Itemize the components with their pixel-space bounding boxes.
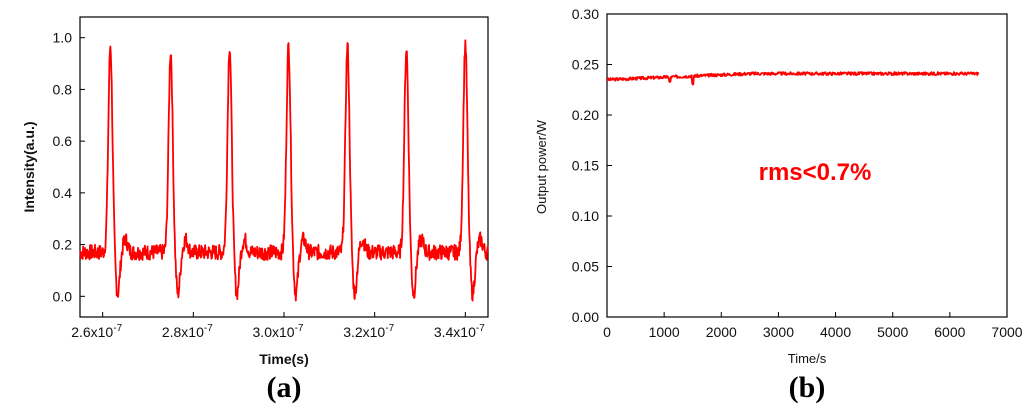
- panel-a-y-tick-label: 0.6: [53, 133, 73, 149]
- panel-b-x-tick-label: 0: [603, 324, 611, 340]
- panel-a-x-axis-title: Time(s): [259, 351, 309, 367]
- panel-a-label: (a): [267, 371, 302, 404]
- panel-a-x-axis: 2.6x10-7 2.8x10-7 3.0x10-7 3.2x10-7 3.4x10-7: [71, 312, 485, 340]
- panel-a-plot-frame: [79, 16, 489, 318]
- panel-b-y-tick-label: 0.30: [572, 6, 599, 22]
- panel-b-y-axis-title: Output power/W: [534, 119, 549, 214]
- panel-a-y-tick-label: 0.0: [53, 288, 73, 304]
- panel-b-y-tick-label: 0.20: [572, 107, 599, 123]
- panel-b-x-tick-label: 7000: [991, 324, 1022, 340]
- panel-b-rms-annotation: rms<0.7%: [759, 159, 872, 186]
- panel-b-y-tick-label: 0.10: [572, 208, 599, 224]
- panel-a-x-tick-label: 2.8x10-7: [162, 323, 213, 340]
- panel-a-y-tick-label: 0.8: [53, 81, 73, 97]
- panel-b-y-axis: 0.00 0.05 0.10 0.15 0.20 0.25 0.30: [572, 6, 612, 325]
- panel-a-y-tick-label: 0.2: [53, 237, 73, 253]
- panel-b-x-tick-label: 5000: [877, 324, 908, 340]
- panel-b-series-line: [606, 71, 980, 86]
- panel-b-y-tick-label: 0.25: [572, 57, 599, 73]
- panel-a-x-tick-label: 3.0x10-7: [253, 323, 304, 340]
- panel-b-output-power-chart: 0 1000 2000 3000 4000 5000 6000 7000 0.000.050.…: [534, 6, 1023, 404]
- panel-a-y-tick-label: 1.0: [53, 30, 73, 46]
- panel-a-x-tick-label: 3.2x10-7: [343, 323, 394, 340]
- panel-b-y-tick-label: 0.00: [572, 309, 599, 325]
- panel-b-x-tick-label: 2000: [706, 324, 737, 340]
- panel-b-x-tick-label: 3000: [763, 324, 794, 340]
- panel-a-y-axis: 0.0 0.2 0.4 0.6 0.8 1.0: [53, 30, 85, 304]
- panel-a-x-tick-label: 2.6x10-7: [71, 323, 122, 340]
- panel-a-series-line: [79, 39, 489, 302]
- panel-b-x-tick-label: 4000: [820, 324, 851, 340]
- panel-a-intensity-chart: 2.6x10-7 2.8x10-7 3.0x10-7 3.2x10-7 3.4x10-7…: [21, 16, 489, 404]
- panel-b-x-axis-title: Time/s: [788, 351, 827, 366]
- panel-b-label: (b): [789, 371, 826, 404]
- panel-a-y-axis-title: Intensity(a.u.): [21, 121, 37, 212]
- panel-a-y-tick-label: 0.4: [53, 185, 73, 201]
- panel-b-x-axis: 0 1000 2000 3000 4000 5000 6000 7000: [603, 312, 1023, 340]
- panel-b-x-tick-label: 6000: [934, 324, 965, 340]
- panel-b-y-tick-label: 0.15: [572, 158, 599, 174]
- panel-b-y-tick-label: 0.05: [572, 259, 599, 275]
- panel-a-x-tick-label: 3.4x10-7: [434, 323, 485, 340]
- panel-b-x-tick-label: 1000: [649, 324, 680, 340]
